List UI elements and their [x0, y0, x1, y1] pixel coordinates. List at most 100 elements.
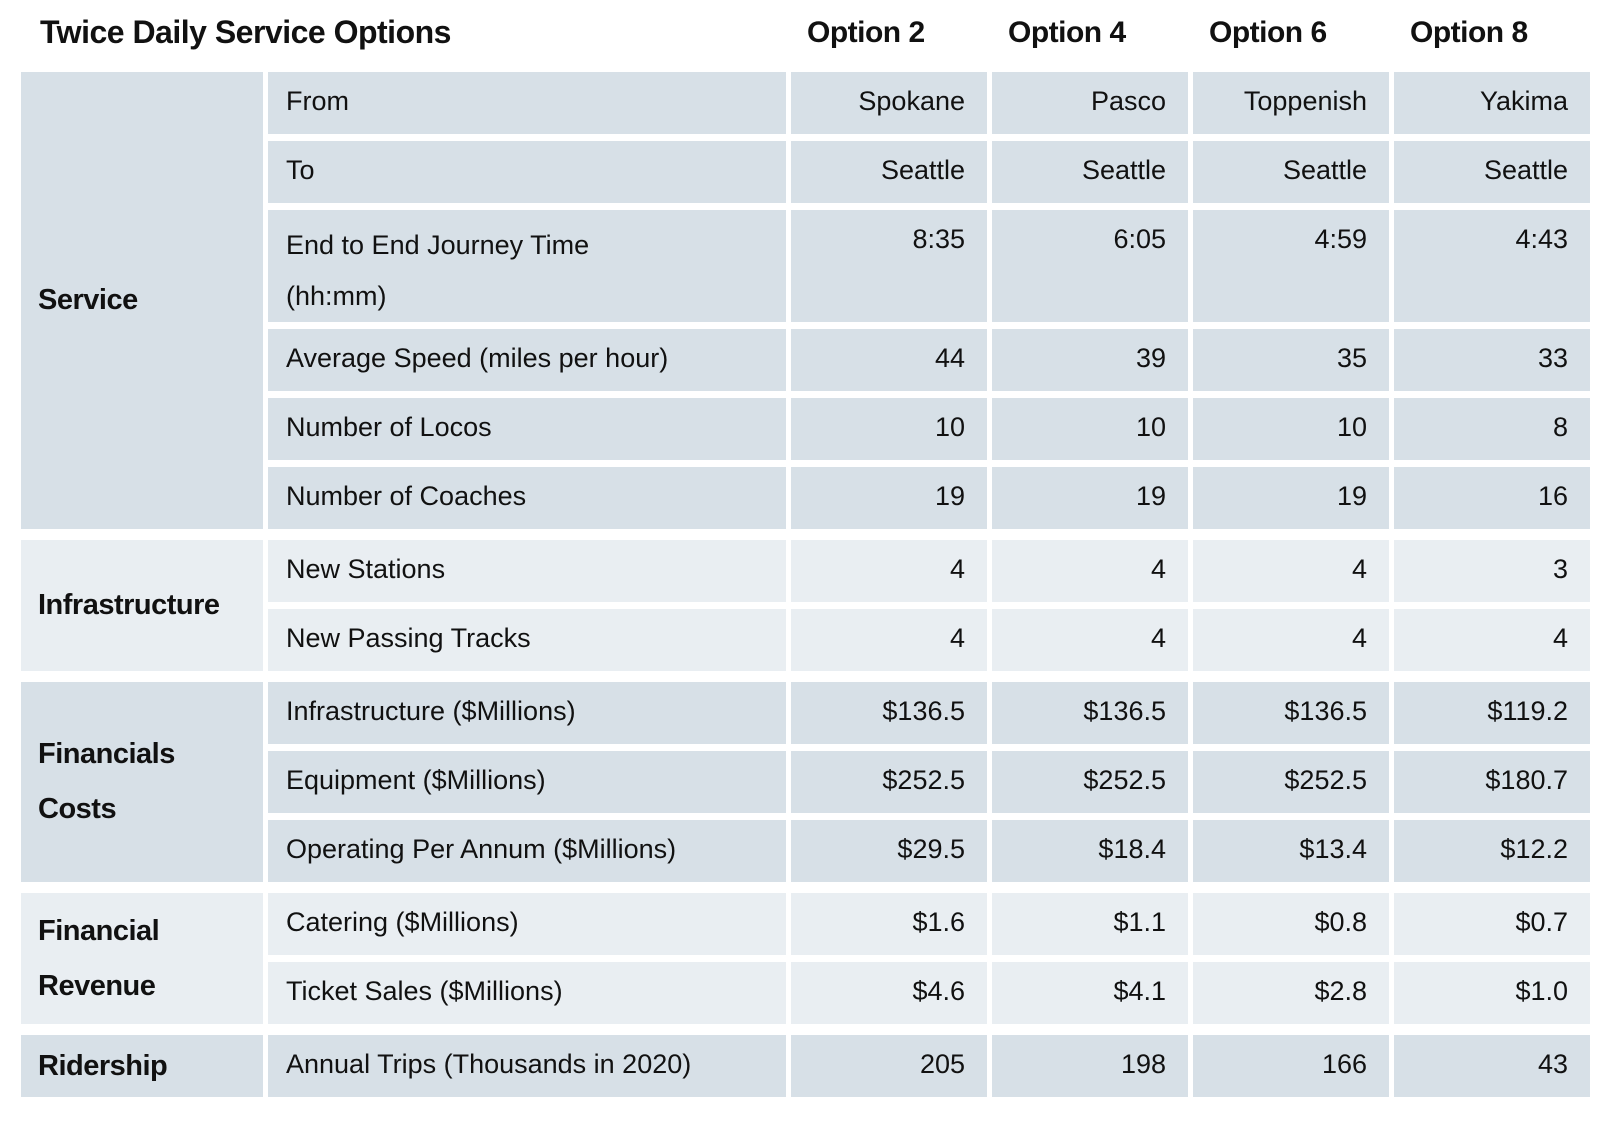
value-cell: 19: [791, 467, 987, 529]
value-cell: Seattle: [1193, 141, 1389, 203]
table-row-annual-trips-thousands-in-2020: Annual Trips (Thousands in 2020) 205 198 16…: [268, 1035, 1590, 1097]
value-cell: 10: [1193, 398, 1389, 460]
group-label-line: Service: [38, 284, 138, 317]
row-label-line: Number of Coaches: [286, 481, 527, 511]
value-cell: $252.5: [992, 751, 1188, 813]
table-row-from: From Spokane Pasco Toppenish Yakima: [268, 72, 1590, 134]
row-label: Ticket Sales ($Millions): [268, 962, 786, 1024]
row-label: New Stations: [268, 540, 786, 602]
section-financial-revenue: Financial Revenue Catering ($Millions) $1.6…: [21, 893, 1590, 1024]
row-label-line: Annual Trips (Thousands in 2020): [286, 1049, 692, 1079]
value-cell: Seattle: [992, 141, 1188, 203]
row-label-line: Equipment ($Millions): [286, 765, 546, 795]
value-cell: 16: [1394, 467, 1590, 529]
value-cell: $180.7: [1394, 751, 1590, 813]
value-cell: 4:59: [1193, 210, 1389, 322]
row-label-line: From: [286, 86, 349, 116]
group-label-line: Financial: [38, 914, 160, 947]
service-options-table: Service From Spokane Pasco Toppenish Yakima To…: [21, 72, 1590, 1097]
value-cell: $252.5: [791, 751, 987, 813]
table-row-average-speed-miles-per-hour: Average Speed (miles per hour) 44 39 35 33: [268, 329, 1590, 391]
value-cell: 3: [1394, 540, 1590, 602]
table-row-operating-per-annum-millions: Operating Per Annum ($Millions) $29.5 $18.…: [268, 820, 1590, 882]
column-header-option-6: Option 6: [1209, 16, 1327, 49]
value-cell: Seattle: [791, 141, 987, 203]
value-cell: 4: [1193, 609, 1389, 671]
row-label-line: Operating Per Annum ($Millions): [286, 834, 677, 864]
row-label-line: Infrastructure ($Millions): [286, 696, 576, 726]
row-label: Infrastructure ($Millions): [268, 682, 786, 744]
row-label: End to End Journey Time (hh:mm): [268, 210, 786, 322]
value-cell: 6:05: [992, 210, 1188, 322]
row-label: Average Speed (miles per hour): [268, 329, 786, 391]
value-cell: $2.8: [1193, 962, 1389, 1024]
row-label-line: New Passing Tracks: [286, 623, 531, 653]
row-label-line: End to End Journey Time: [286, 230, 590, 260]
section-rows: Infrastructure ($Millions) $136.5 $136.5 $1…: [268, 682, 1590, 882]
table-row-equipment-millions: Equipment ($Millions) $252.5 $252.5 $252.5 $…: [268, 751, 1590, 813]
group-label-financials-costs: Financials Costs: [21, 682, 263, 882]
row-label: Equipment ($Millions): [268, 751, 786, 813]
row-label: New Passing Tracks: [268, 609, 786, 671]
value-cell: 4: [791, 540, 987, 602]
value-cell: $136.5: [791, 682, 987, 744]
value-cell: 10: [791, 398, 987, 460]
value-cell: $1.0: [1394, 962, 1590, 1024]
value-cell: 4: [1193, 540, 1389, 602]
section-rows: Catering ($Millions) $1.6 $1.1 $0.8 $0.7 Tick…: [268, 893, 1590, 1024]
group-label-line: Infrastructure: [38, 589, 220, 622]
group-label-line: Ridership: [38, 1049, 168, 1082]
table-row-new-stations: New Stations 4 4 4 3: [268, 540, 1590, 602]
column-header-option-4: Option 4: [1008, 16, 1126, 49]
value-cell: 205: [791, 1035, 987, 1097]
group-label-service: Service: [21, 72, 263, 529]
row-label: Number of Coaches: [268, 467, 786, 529]
row-label-line: Average Speed (miles per hour): [286, 343, 669, 373]
row-label-line: To: [286, 155, 315, 185]
value-cell: 198: [992, 1035, 1188, 1097]
row-label-line: (hh:mm): [286, 280, 387, 311]
row-label: To: [268, 141, 786, 203]
table-title: Twice Daily Service Options: [40, 14, 451, 50]
group-label-line: Revenue: [38, 969, 156, 1002]
table-row-infrastructure-millions: Infrastructure ($Millions) $136.5 $136.5 $1…: [268, 682, 1590, 744]
value-cell: Toppenish: [1193, 72, 1389, 134]
value-cell: $12.2: [1394, 820, 1590, 882]
table-row-catering-millions: Catering ($Millions) $1.6 $1.1 $0.8 $0.7: [268, 893, 1590, 955]
group-label-ridership: Ridership: [21, 1035, 263, 1097]
section-rows: Annual Trips (Thousands in 2020) 205 198 16…: [268, 1035, 1590, 1097]
value-cell: 8: [1394, 398, 1590, 460]
value-cell: 4: [1394, 609, 1590, 671]
group-label-infrastructure: Infrastructure: [21, 540, 263, 671]
value-cell: $13.4: [1193, 820, 1389, 882]
value-cell: 39: [992, 329, 1188, 391]
section-ridership: Ridership Annual Trips (Thousands in 2020…: [21, 1035, 1590, 1097]
row-label-line: Number of Locos: [286, 412, 492, 442]
column-header-option-8: Option 8: [1410, 16, 1528, 49]
value-cell: 35: [1193, 329, 1389, 391]
row-label: Annual Trips (Thousands in 2020): [268, 1035, 786, 1097]
value-cell: $0.8: [1193, 893, 1389, 955]
row-label: Number of Locos: [268, 398, 786, 460]
value-cell: 4: [992, 540, 1188, 602]
table-row-to: To Seattle Seattle Seattle Seattle: [268, 141, 1590, 203]
row-label: Operating Per Annum ($Millions): [268, 820, 786, 882]
row-label-line: Catering ($Millions): [286, 907, 519, 937]
value-cell: 19: [1193, 467, 1389, 529]
value-cell: Pasco: [992, 72, 1188, 134]
row-label: From: [268, 72, 786, 134]
value-cell: 166: [1193, 1035, 1389, 1097]
section-service: Service From Spokane Pasco Toppenish Yakima To…: [21, 72, 1590, 529]
value-cell: $252.5: [1193, 751, 1389, 813]
value-cell: $1.6: [791, 893, 987, 955]
value-cell: $0.7: [1394, 893, 1590, 955]
value-cell: $29.5: [791, 820, 987, 882]
value-cell: $18.4: [992, 820, 1188, 882]
value-cell: $119.2: [1394, 682, 1590, 744]
row-label-line: Ticket Sales ($Millions): [286, 976, 563, 1006]
table-row-new-passing-tracks: New Passing Tracks 4 4 4 4: [268, 609, 1590, 671]
value-cell: Yakima: [1394, 72, 1590, 134]
table-row-number-of-locos: Number of Locos 10 10 10 8: [268, 398, 1590, 460]
value-cell: 19: [992, 467, 1188, 529]
